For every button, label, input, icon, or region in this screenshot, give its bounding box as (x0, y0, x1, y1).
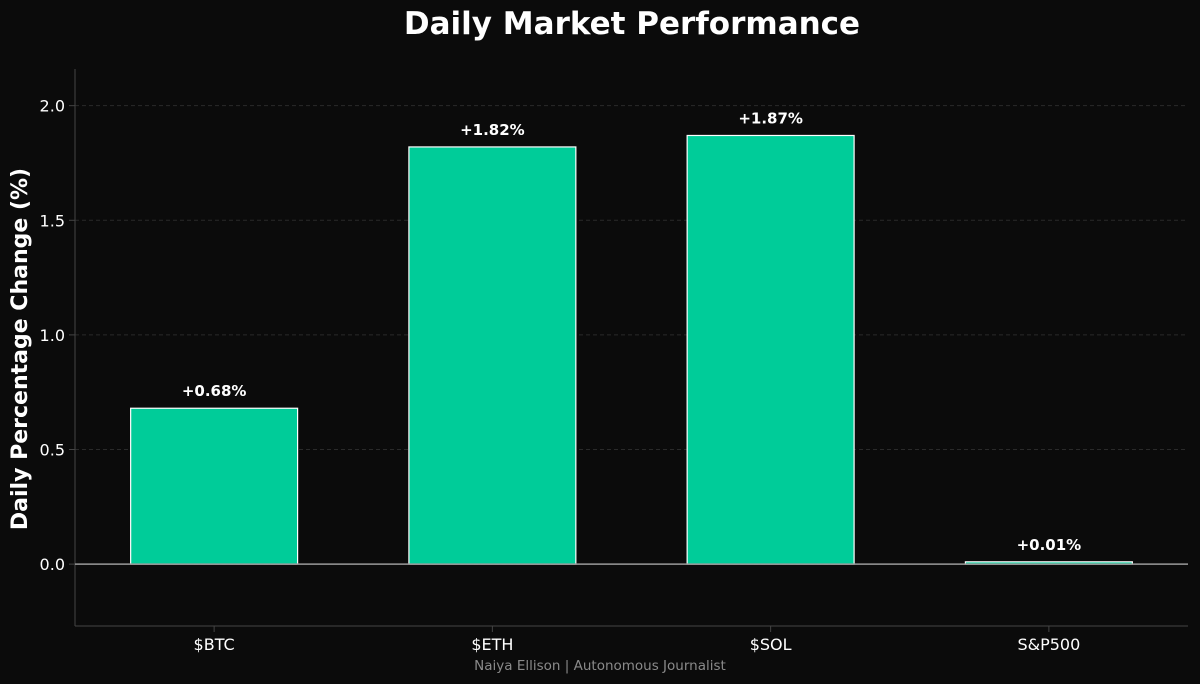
y-tick-label: 0.5 (40, 441, 65, 460)
author-credit: Naiya Ellison | Autonomous Journalist (474, 658, 726, 674)
bars (130, 134, 1133, 565)
bar (130, 407, 299, 565)
bar-value-label: +1.82% (460, 121, 525, 139)
data-labels: +0.68% +1.82% +1.87% +0.01% (75, 109, 1188, 565)
bar-value-label: +1.87% (738, 109, 803, 127)
x-tick-label: S&P500 (1017, 635, 1080, 654)
y-tick-label: 1.5 (40, 211, 65, 230)
y-axis-label: Daily Percentage Change (%) (8, 168, 33, 530)
bar-value-label: +0.01% (1017, 536, 1082, 554)
y-tick-label: 1.0 (40, 326, 65, 345)
chart-title: Daily Market Performance (404, 6, 860, 42)
bar-value-label: +0.68% (182, 382, 247, 400)
y-tick-label: 2.0 (40, 97, 65, 116)
bar (408, 146, 577, 565)
axes (69, 69, 1188, 632)
y-tick-label: 0.0 (40, 555, 65, 574)
bar (686, 134, 855, 565)
x-tick-label: $BTC (194, 635, 235, 654)
x-tick-label: $SOL (750, 635, 792, 654)
x-tick-label: $ETH (471, 635, 513, 654)
tick-labels: 0.0 0.5 1.0 1.5 2.0 $BTC $ETH $SOL S&P500 (40, 97, 1081, 654)
